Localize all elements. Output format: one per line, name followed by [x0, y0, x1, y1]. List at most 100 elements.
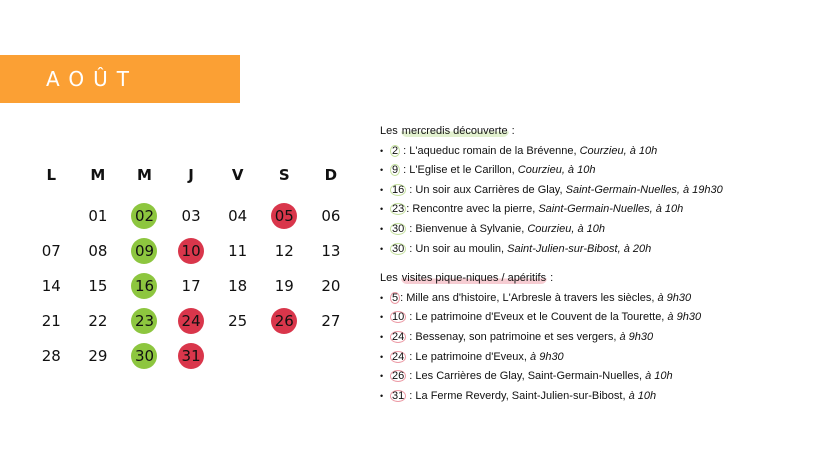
separator: :	[406, 389, 416, 402]
calendar-cell: 26	[261, 307, 308, 334]
separator: :	[400, 291, 407, 304]
event-title: Bienvenue à Sylvanie,	[415, 222, 528, 235]
weekday-label: L	[46, 166, 57, 184]
calendar-week: 01 02 03 04 05 06	[28, 198, 354, 233]
weekday-label: M	[90, 166, 106, 184]
event-title: Un soir au moulin,	[415, 242, 508, 255]
event-date: 10	[392, 311, 405, 324]
calendar-cell	[28, 201, 75, 231]
event-place-time: à 10h	[628, 389, 657, 402]
event-item: 31 : La Ferme Reverdy, Saint-Julien-sur-…	[380, 388, 723, 408]
marked-day: 23	[131, 307, 158, 334]
event-list: 2 : L'aqueduc romain de la Brévenne, Cou…	[380, 143, 723, 261]
day: 13	[321, 241, 341, 260]
weekday-label: V	[231, 166, 244, 184]
marked-day: 26	[271, 307, 298, 334]
event-item: 23: Rencontre avec la pierre, Saint-Germ…	[380, 201, 723, 221]
calendar-week: 07 08 09 10 11 12 13	[28, 233, 354, 268]
calendar-cell: 30	[121, 342, 168, 369]
event-date: 24	[392, 330, 405, 343]
event-place-time: à 9h30	[657, 291, 692, 304]
separator: :	[400, 144, 410, 157]
calendar-cell: 09	[121, 237, 168, 264]
day: 06	[321, 206, 341, 225]
event-date: 26	[392, 370, 405, 383]
day: 27	[321, 311, 341, 330]
event-item: 30 : Un soir au moulin, Saint-Julien-sur…	[380, 241, 723, 261]
event-date: 5	[392, 291, 399, 304]
section-title: Les visites pique-niques / apéritifs :	[380, 270, 723, 290]
day: 04	[228, 206, 248, 225]
weekday-label: M	[137, 166, 152, 184]
weekday-label: J	[188, 166, 194, 184]
separator: :	[406, 330, 416, 343]
day: 07	[41, 241, 61, 260]
event-item: 16 : Un soir aux Carrières de Glay, Sain…	[380, 182, 723, 202]
separator: :	[406, 242, 416, 255]
calendar-cell: 19	[261, 273, 308, 299]
calendar-cell: 21	[28, 308, 75, 334]
event-item: 30 : Bienvenue à Sylvanie, Courzieu, à 1…	[380, 221, 723, 241]
day: 12	[274, 241, 294, 260]
marked-day: 09	[131, 237, 158, 264]
event-date: 24	[392, 350, 405, 363]
calendar-cell: 01	[75, 203, 122, 229]
section-suffix: :	[547, 272, 554, 285]
event-place-time: à 9h30	[530, 350, 564, 363]
event-item: 9 : L'Eglise et le Carillon, Courzieu, à…	[380, 162, 723, 182]
event-title: Un soir aux Carrières de Glay,	[415, 183, 566, 196]
calendar-cell	[214, 341, 261, 371]
section-highlight: visites pique-niques / apéritifs	[400, 272, 548, 285]
section-suffix: :	[508, 125, 515, 137]
calendar-grid: L M M J V S D 01 02 03 04 05 06 07 08 09 10 11 12 13 14 15 16 1…	[28, 162, 354, 373]
day	[225, 341, 251, 367]
separator: :	[406, 222, 416, 235]
marked-day: 02	[131, 202, 158, 229]
day: 29	[88, 346, 108, 365]
calendar-week: 21 22 23 24 25 26 27	[28, 303, 354, 338]
event-title: Mille ans d'histoire, L'Arbresle à trave…	[406, 291, 658, 304]
day: 03	[181, 206, 201, 225]
event-item: 26 : Les Carrières de Glay, Saint-Germai…	[380, 368, 723, 388]
day: 15	[88, 276, 108, 295]
event-place-time: Courzieu, à 10h	[579, 144, 658, 157]
calendar-cell: 16	[121, 272, 168, 299]
section-prefix: Les	[380, 125, 401, 137]
calendar-week: 28 29 30 31	[28, 338, 354, 373]
day: 14	[41, 276, 61, 295]
day: 18	[228, 276, 248, 295]
marked-day: 24	[178, 307, 205, 334]
event-title: Le patrimoine d'Eveux,	[415, 350, 531, 363]
events-list: Les mercredis découverte :2 : L'aqueduc …	[380, 123, 723, 417]
day: 17	[181, 276, 201, 295]
day: 08	[88, 241, 108, 260]
calendar-cell: 27	[308, 308, 355, 334]
day: 11	[228, 241, 248, 260]
calendar-cell: 24	[168, 307, 215, 334]
separator: :	[406, 350, 416, 363]
calendar-cell: 17	[168, 273, 215, 299]
separator: :	[406, 311, 416, 324]
calendar-cell: 03	[168, 203, 215, 229]
weekday-label: S	[278, 166, 290, 184]
section-highlight: mercredis découverte	[400, 125, 509, 137]
section-prefix: Les	[380, 272, 401, 285]
separator: :	[406, 183, 416, 196]
event-place-time: Saint-Germain-Nuelles, à 19h30	[565, 183, 723, 196]
event-place-time: à 9h30	[667, 311, 702, 324]
day: 20	[321, 276, 341, 295]
event-item: 24 : Bessenay, son patrimoine et ses ver…	[380, 329, 723, 349]
event-item: 24 : Le patrimoine d'Eveux, à 9h30	[380, 349, 723, 369]
month-title: AOÛT	[46, 67, 138, 91]
calendar-cell: 05	[261, 202, 308, 229]
day: 25	[228, 311, 248, 330]
day	[318, 341, 344, 367]
calendar-cell: 04	[214, 203, 261, 229]
marked-day: 10	[178, 237, 205, 264]
separator: :	[406, 203, 413, 216]
separator: :	[406, 370, 416, 383]
event-title: L'Eglise et le Carillon,	[409, 164, 518, 177]
calendar-cell: 15	[75, 273, 122, 299]
calendar-cell: 28	[28, 343, 75, 369]
